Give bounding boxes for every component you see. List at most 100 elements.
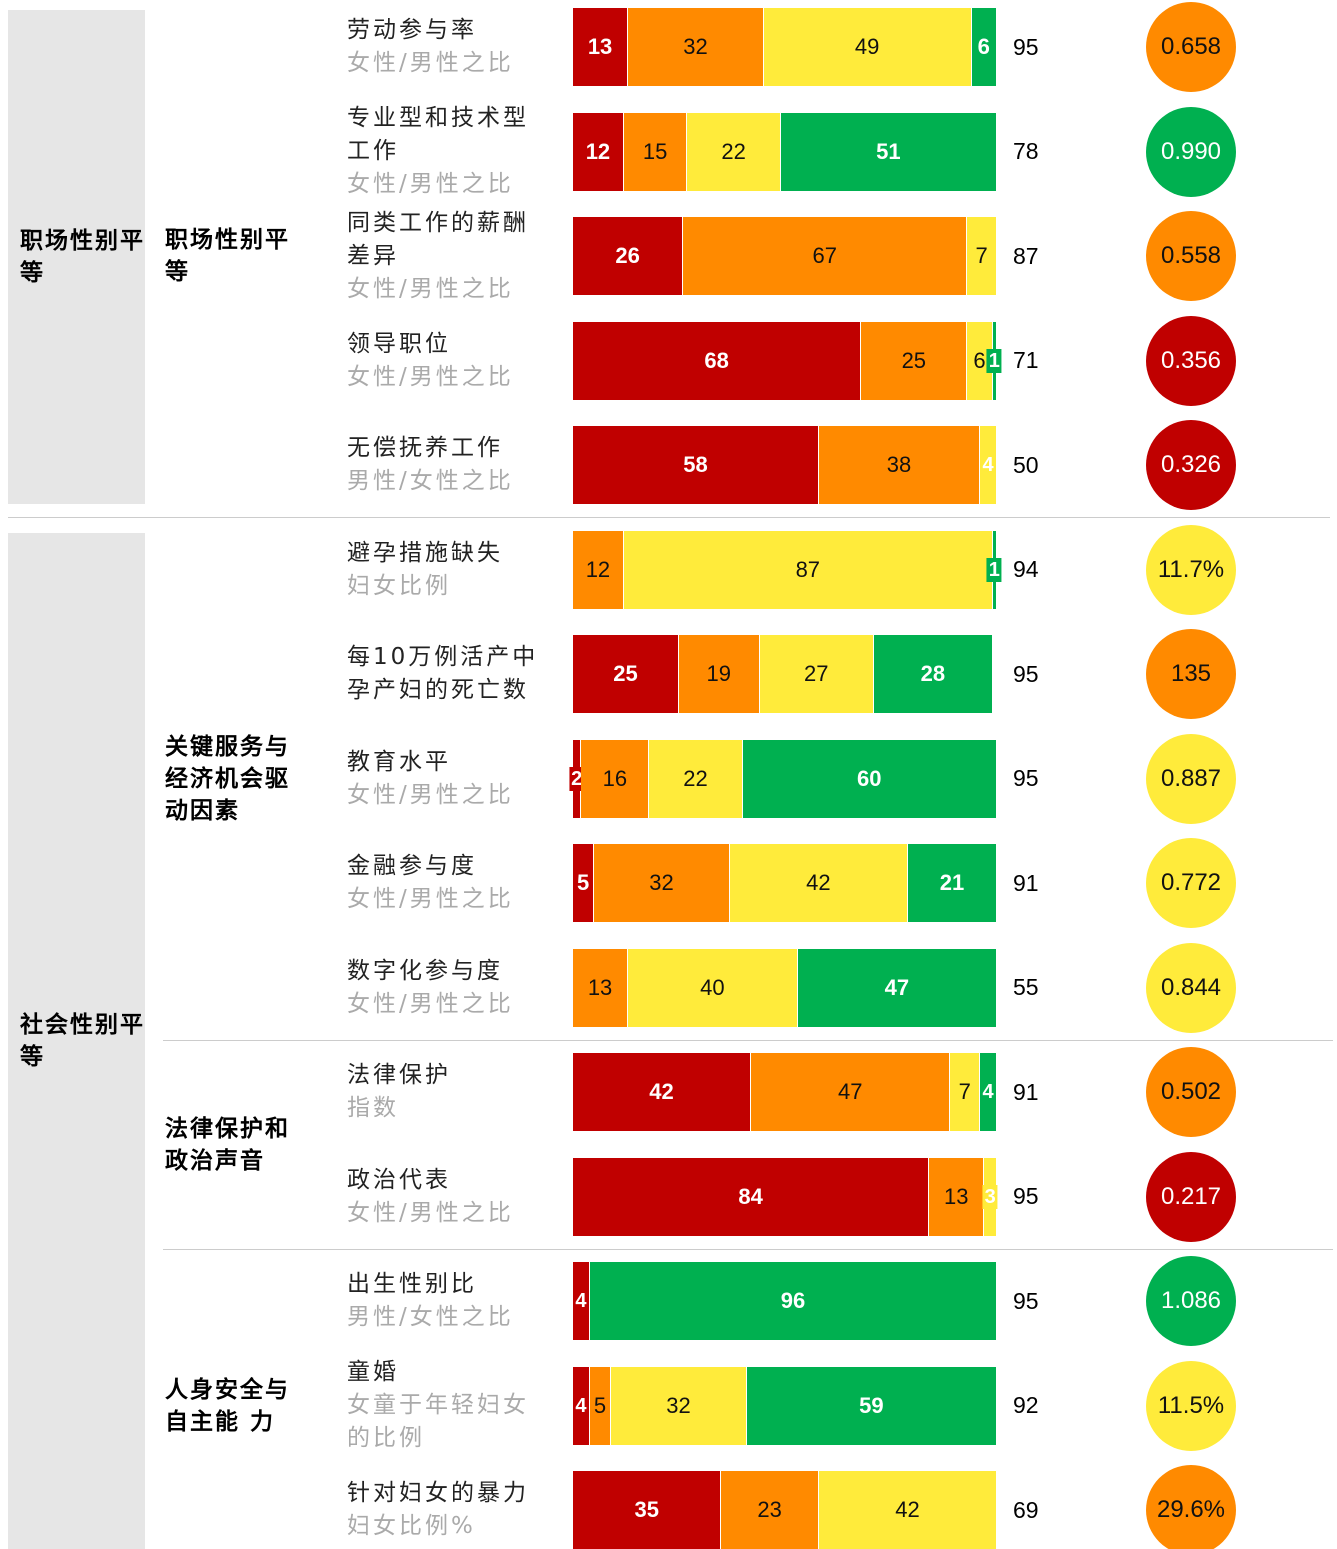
bar-segment: 40 <box>628 948 798 1027</box>
bar-segment: 35 <box>573 1471 722 1549</box>
bar-segment: 5 <box>573 844 595 922</box>
row-label: 童婚 女童于年轻妇女的比例 <box>347 1354 552 1458</box>
indicator-name: 劳动参与率 <box>347 17 477 43</box>
segment-label: 1 <box>986 348 1002 373</box>
indicator-unit: 女性/男性之比 <box>347 363 514 390</box>
segment-label: 4 <box>980 453 996 477</box>
row-label: 教育水平 女性/男性之比 <box>347 727 552 831</box>
indicator-unit: 男性/女性之比 <box>347 468 514 494</box>
bar-segment: 49 <box>763 8 972 86</box>
segment-label: 32 <box>649 870 674 895</box>
segment-label: 16 <box>602 765 628 791</box>
row-label: 无偿抚养工作 男性/女性之比 <box>347 413 552 517</box>
bar-segment: 60 <box>742 739 997 818</box>
segment-label: 26 <box>615 243 640 268</box>
count: 95 <box>1013 33 1039 60</box>
bar-segment: 21 <box>907 844 997 922</box>
bar-segment: 67 <box>683 217 968 295</box>
count: 95 <box>1013 1287 1039 1314</box>
count: 87 <box>1013 242 1039 269</box>
segment-label: 87 <box>795 556 821 582</box>
bar-segment: 13 <box>573 948 629 1027</box>
score-circle: 1.086 <box>1146 1256 1236 1346</box>
segment-label: 7 <box>958 1079 971 1104</box>
segment-label: 58 <box>683 452 708 477</box>
bar-segment: 15 <box>623 112 688 191</box>
row-label: 同类工作的薪酬差异 女性/男性之比 <box>347 204 552 308</box>
bar-segment: 96 <box>589 1262 997 1340</box>
bar-segment: 7 <box>950 1053 981 1131</box>
segment-label: 96 <box>780 1288 806 1313</box>
row-label: 出生性别比男性/女性之比 <box>347 1249 552 1353</box>
count: 95 <box>1013 660 1039 687</box>
bar-segment: 22 <box>687 112 781 191</box>
indicator-unit: 妇女比例% <box>347 1513 476 1539</box>
indicator-name: 避孕措施缺失 <box>347 539 503 566</box>
row-label: 针对妇女的暴力 妇女比例% <box>347 1458 552 1549</box>
bar-segment: 42 <box>573 1053 752 1131</box>
row-label: 劳动参与率 女性/男性之比 <box>347 0 552 99</box>
segment-label: 28 <box>920 661 946 686</box>
segment-label: 1 <box>986 557 1002 582</box>
segment-label: 42 <box>649 1079 674 1104</box>
bar-segment: 16 <box>581 739 650 818</box>
count: 55 <box>1013 974 1039 1000</box>
bar-segment: 26 <box>573 217 684 295</box>
segment-label: 4 <box>573 1289 589 1313</box>
score-circle: 0.326 <box>1146 420 1236 510</box>
segment-label: 6 <box>973 347 986 373</box>
count: 71 <box>1013 347 1039 373</box>
row-label: 金融参与度 女性/男性之比 <box>347 831 552 935</box>
bar-segment: 12 <box>573 530 624 609</box>
indicator-name: 出生性别比 <box>347 1271 477 1297</box>
bar-segment: 4 <box>573 1262 590 1340</box>
indicator-name: 教育水平 <box>347 748 451 775</box>
indicator-unit: 指数 <box>347 1095 399 1121</box>
bar-segment: 13 <box>573 8 629 86</box>
bar-segment: 4 <box>980 1053 997 1131</box>
segment-label: 22 <box>683 765 708 791</box>
indicator-unit: 男性/女性之比 <box>347 1304 514 1330</box>
bar-segment: 6 <box>971 8 997 86</box>
indicator-name: 同类工作的薪酬差异 <box>347 209 529 269</box>
bar-segment: 22 <box>649 739 743 818</box>
segment-label: 13 <box>943 1183 969 1209</box>
segment-label: 13 <box>587 34 613 59</box>
group-label: 职场性别平等 <box>165 227 290 286</box>
segment-label: 21 <box>939 870 965 895</box>
bar-segment: 47 <box>751 1053 951 1131</box>
indicator-unit: 女性/男性之比 <box>347 886 514 912</box>
count: 91 <box>1013 869 1039 896</box>
segment-label: 67 <box>812 243 838 268</box>
segment-label: 22 <box>721 138 746 164</box>
segment-label: 5 <box>593 1392 607 1418</box>
bar-segment: 5 <box>589 1366 612 1445</box>
segment-label: 3 <box>982 1184 998 1209</box>
segment-label: 42 <box>895 1497 920 1522</box>
bar-segment: 51 <box>780 112 997 191</box>
segment-label: 4 <box>980 1080 996 1104</box>
bar-segment: 13 <box>929 1157 985 1236</box>
segment-label: 15 <box>642 138 668 164</box>
segment-label: 38 <box>886 452 912 477</box>
segment-label: 51 <box>876 138 901 164</box>
count: 94 <box>1013 556 1039 582</box>
indicator-name: 政治代表 <box>347 1166 451 1193</box>
bar-segment: 4 <box>573 1366 590 1445</box>
segment-label: 25 <box>901 347 927 373</box>
bar-segment: 59 <box>746 1366 997 1445</box>
bar-segment: 27 <box>759 635 875 713</box>
indicator-name: 专业型和技术型工作 <box>347 105 529 164</box>
bar-segment: 32 <box>611 1366 747 1445</box>
count: 50 <box>1013 451 1039 478</box>
row-label: 政治代表 女性/男性之比 <box>347 1145 552 1249</box>
indicator-unit: 女童于年轻妇女的比例 <box>347 1392 529 1451</box>
indicator-name: 领导职位 <box>347 330 451 357</box>
segment-label: 12 <box>585 556 611 582</box>
segment-label: 12 <box>585 138 611 164</box>
bar-segment: 7 <box>967 217 997 295</box>
separator <box>163 1248 1333 1250</box>
score-circle: 0.217 <box>1146 1151 1236 1242</box>
bar-segment: 42 <box>729 844 908 922</box>
bar-segment: 23 <box>721 1471 819 1549</box>
